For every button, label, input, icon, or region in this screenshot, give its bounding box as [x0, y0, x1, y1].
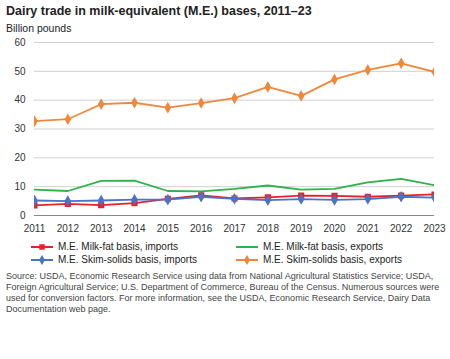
svg-text:2013: 2013: [90, 223, 113, 234]
html-text:M.E. Skim-solids basis, export: M.E. Skim-solids basis, exports: [263, 254, 402, 265]
svg-text:2011: 2011: [24, 223, 46, 234]
svg-text:40: 40: [14, 94, 26, 105]
svg-text:2014: 2014: [123, 223, 146, 234]
svg-text:50: 50: [14, 66, 26, 77]
svg-text:2012: 2012: [57, 223, 80, 234]
svg-text:30: 30: [14, 123, 26, 134]
svg-text:2021: 2021: [357, 223, 380, 234]
svg-text:2023: 2023: [423, 223, 446, 234]
svg-text:2020: 2020: [323, 223, 346, 234]
html-text:Billion pounds: Billion pounds: [6, 22, 72, 34]
html-text:M.E. Milk-fat basis, exports: M.E. Milk-fat basis, exports: [263, 241, 383, 252]
html-text:Source: USDA, Economic Researc: Source: USDA, Economic Research Service …: [6, 271, 440, 314]
svg-text:2019: 2019: [290, 223, 313, 234]
html-text:Dairy trade in milk-equivalent: Dairy trade in milk-equivalent (M.E.) ba…: [6, 4, 312, 18]
html-text:M.E. Milk-fat basis, imports: M.E. Milk-fat basis, imports: [58, 241, 178, 252]
svg-text:2022: 2022: [390, 223, 413, 234]
svg-text:20: 20: [14, 152, 26, 163]
svg-text:10: 10: [14, 181, 26, 192]
svg-text:2015: 2015: [157, 223, 180, 234]
html-text:M.E. Skim-solids basis, import: M.E. Skim-solids basis, imports: [58, 254, 197, 265]
svg-text:0: 0: [20, 210, 26, 221]
svg-text:2017: 2017: [223, 223, 246, 234]
svg-text:2016: 2016: [190, 223, 213, 234]
svg-text:60: 60: [14, 37, 26, 48]
svg-text:2018: 2018: [257, 223, 280, 234]
